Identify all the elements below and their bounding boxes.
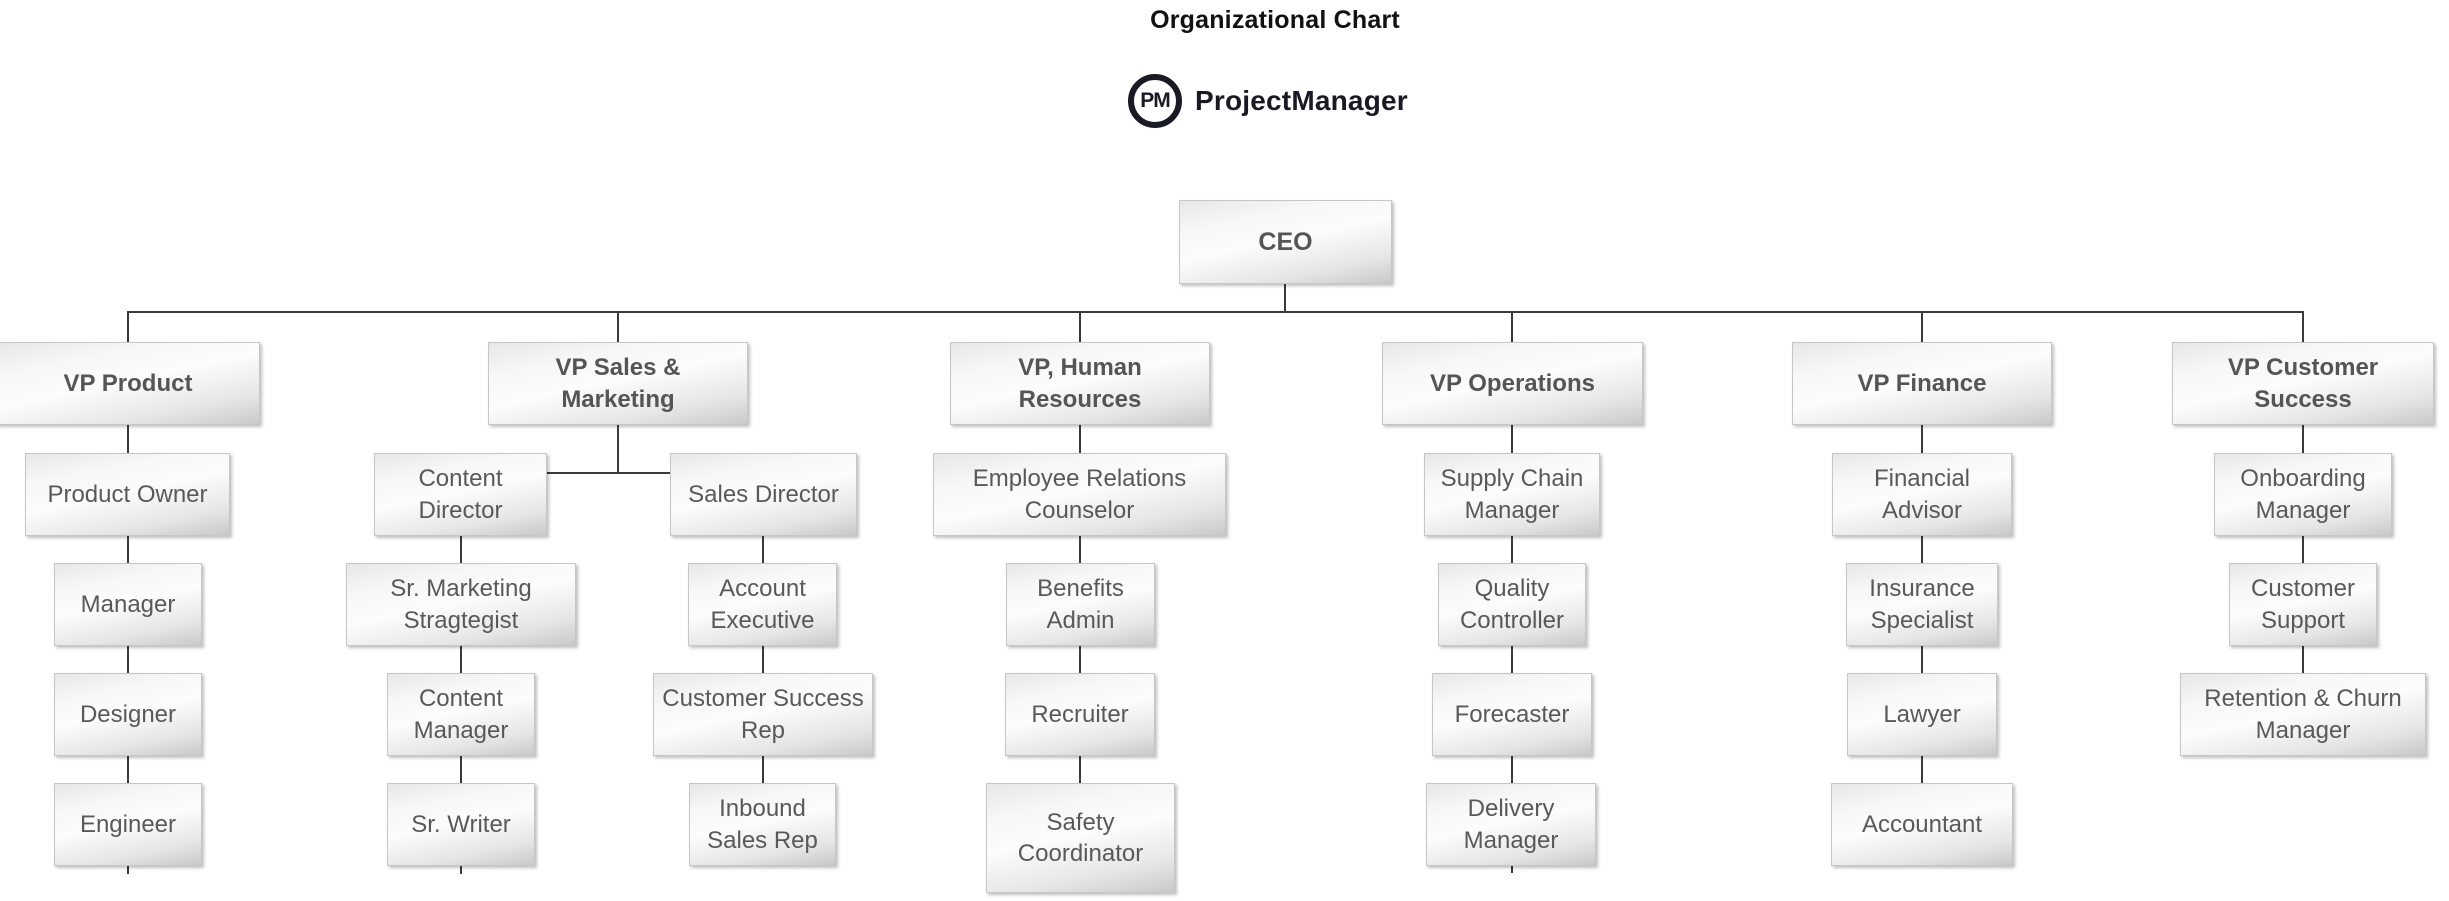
org-node-content-director[interactable]: Content Director <box>374 453 547 536</box>
org-node-financial-advisor[interactable]: Financial Advisor <box>1832 453 2012 536</box>
org-node-quality-controller[interactable]: Quality Controller <box>1438 563 1586 646</box>
connector-line <box>1511 536 1513 563</box>
org-node-onboarding-manager[interactable]: Onboarding Manager <box>2214 453 2392 536</box>
org-node-insurance-specialist[interactable]: Insurance Specialist <box>1846 563 1998 646</box>
connector-line <box>2302 311 2304 342</box>
connector-line <box>1079 646 1081 673</box>
connector-line <box>127 311 129 342</box>
connector-line <box>1921 646 1923 673</box>
org-node-forecaster[interactable]: Forecaster <box>1432 673 1592 756</box>
connector-line <box>127 866 129 874</box>
org-node-vp-product[interactable]: VP Product <box>0 342 260 425</box>
connector-line <box>127 536 129 563</box>
connector-line <box>1921 536 1923 563</box>
org-node-accountant[interactable]: Accountant <box>1831 783 2013 866</box>
connector-line <box>1284 284 1286 313</box>
connector-line <box>617 425 619 474</box>
org-node-supply-chain-manager[interactable]: Supply Chain Manager <box>1424 453 1600 536</box>
connector-line <box>460 866 462 874</box>
connector-line <box>762 646 764 673</box>
connector-line <box>2302 536 2304 563</box>
connector-line <box>1511 311 1513 342</box>
org-node-customer-support[interactable]: Customer Support <box>2229 563 2377 646</box>
org-node-customer-success-rep[interactable]: Customer Success Rep <box>653 673 873 756</box>
connector-line <box>617 311 619 342</box>
org-node-recruiter[interactable]: Recruiter <box>1005 673 1155 756</box>
org-node-vp-finance[interactable]: VP Finance <box>1792 342 2052 425</box>
org-node-vp-human-resources[interactable]: VP, Human Resources <box>950 342 1210 425</box>
connector-line <box>127 425 129 453</box>
connector-line <box>762 756 764 783</box>
connector-line <box>127 756 129 783</box>
connector-line <box>128 311 2303 313</box>
connector-line <box>1079 536 1081 563</box>
org-node-sr-marketing-stragtegist[interactable]: Sr. Marketing Stragtegist <box>346 563 576 646</box>
connector-line <box>547 472 670 474</box>
connector-line <box>460 536 462 563</box>
org-node-vp-customer-success[interactable]: VP Customer Success <box>2172 342 2434 425</box>
org-node-lawyer[interactable]: Lawyer <box>1847 673 1997 756</box>
connector-line <box>2302 425 2304 453</box>
org-node-sales-director[interactable]: Sales Director <box>670 453 857 536</box>
org-node-designer[interactable]: Designer <box>54 673 202 756</box>
connector-line <box>1079 756 1081 783</box>
org-node-manager[interactable]: Manager <box>54 563 202 646</box>
org-node-vp-operations[interactable]: VP Operations <box>1382 342 1643 425</box>
connector-line <box>1079 311 1081 342</box>
org-node-benefits-admin[interactable]: Benefits Admin <box>1006 563 1155 646</box>
connector-line <box>1511 756 1513 783</box>
connector-line <box>1921 756 1923 783</box>
connector-line <box>1079 425 1081 453</box>
org-node-retention-churn-manager[interactable]: Retention & Churn Manager <box>2180 673 2426 756</box>
org-node-inbound-sales-rep[interactable]: Inbound Sales Rep <box>689 783 836 866</box>
org-node-employee-relations-counselor[interactable]: Employee Relations Counselor <box>933 453 1226 536</box>
page-title: Organizational Chart <box>1150 6 1400 34</box>
connector-line <box>1511 646 1513 673</box>
org-node-engineer[interactable]: Engineer <box>54 783 202 866</box>
connector-line <box>127 646 129 673</box>
org-node-delivery-manager[interactable]: Delivery Manager <box>1426 783 1596 866</box>
org-node-account-executive[interactable]: Account Executive <box>688 563 837 646</box>
connector-line <box>1511 866 1513 873</box>
connector-line <box>460 756 462 783</box>
org-node-product-owner[interactable]: Product Owner <box>25 453 230 536</box>
org-node-sr-writer[interactable]: Sr. Writer <box>387 783 535 866</box>
org-node-ceo[interactable]: CEO <box>1179 200 1392 284</box>
connector-line <box>1921 425 1923 453</box>
connector-line <box>1921 311 1923 342</box>
brand-wordmark: ProjectManager <box>1195 85 1408 116</box>
pm-monogram-icon: PM <box>1128 74 1182 128</box>
connector-line <box>762 536 764 563</box>
connector-line <box>460 646 462 673</box>
connector-line <box>1511 425 1513 453</box>
projectmanager-logo: PM ProjectManager <box>1128 74 1408 128</box>
connector-line <box>2302 646 2304 673</box>
org-node-vp-sales-marketing[interactable]: VP Sales & Marketing <box>488 342 748 425</box>
org-node-content-manager[interactable]: Content Manager <box>387 673 535 756</box>
org-node-safety-coordinator[interactable]: Safety Coordinator <box>986 783 1175 893</box>
